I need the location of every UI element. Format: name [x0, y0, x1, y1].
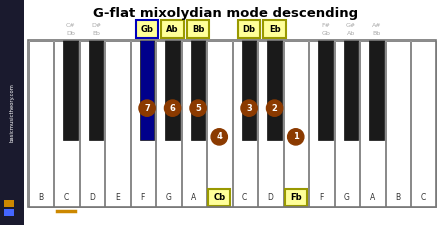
Bar	[165, 40, 180, 140]
Text: basicmusictheory.com: basicmusictheory.com	[10, 83, 15, 142]
Bar	[207, 40, 231, 207]
Bar	[385, 40, 410, 207]
Text: A: A	[370, 194, 375, 202]
Text: Db: Db	[242, 25, 256, 34]
Text: 5: 5	[195, 104, 201, 113]
Text: Fb: Fb	[290, 193, 301, 202]
Ellipse shape	[241, 100, 257, 116]
Text: G-flat mixolydian mode descending: G-flat mixolydian mode descending	[93, 7, 359, 20]
Text: Eb: Eb	[92, 31, 100, 36]
Bar	[131, 40, 155, 207]
Bar	[283, 40, 308, 207]
Bar	[187, 20, 209, 38]
Ellipse shape	[211, 129, 227, 145]
Bar	[29, 40, 53, 207]
Bar	[360, 40, 385, 207]
Text: Ab: Ab	[166, 25, 179, 34]
Text: F: F	[140, 194, 145, 202]
Text: A#: A#	[372, 23, 381, 28]
Bar	[28, 40, 436, 207]
Bar	[267, 40, 282, 140]
Text: C: C	[242, 194, 247, 202]
Text: C: C	[64, 194, 69, 202]
Bar	[89, 40, 103, 140]
Bar	[238, 20, 260, 38]
Bar	[105, 40, 129, 207]
Bar	[209, 189, 230, 206]
Bar	[369, 40, 384, 140]
Text: 1: 1	[293, 132, 299, 141]
Text: D: D	[268, 194, 273, 202]
Text: F: F	[319, 194, 323, 202]
Ellipse shape	[190, 100, 206, 116]
Bar	[242, 40, 257, 140]
Bar	[318, 40, 333, 140]
Bar	[309, 40, 334, 207]
Text: B: B	[395, 194, 400, 202]
Text: A: A	[191, 194, 196, 202]
Bar	[136, 20, 158, 38]
Text: Cb: Cb	[213, 193, 225, 202]
Text: Gb: Gb	[141, 25, 154, 34]
Bar	[139, 40, 154, 140]
Bar	[411, 40, 436, 207]
Bar	[232, 40, 257, 207]
Bar	[285, 189, 307, 206]
Bar	[80, 40, 104, 207]
Text: D: D	[89, 194, 95, 202]
Text: D#: D#	[91, 23, 101, 28]
Text: Bb: Bb	[372, 31, 381, 36]
Bar	[191, 40, 205, 140]
Text: Eb: Eb	[269, 25, 280, 34]
Bar	[4, 209, 14, 216]
Bar	[181, 40, 206, 207]
Text: Db: Db	[66, 31, 75, 36]
Ellipse shape	[288, 129, 304, 145]
Text: E: E	[115, 194, 120, 202]
Bar	[258, 40, 282, 207]
Text: 7: 7	[144, 104, 150, 113]
Bar	[0, 0, 24, 225]
Text: Gb: Gb	[321, 31, 330, 36]
Text: 2: 2	[271, 104, 278, 113]
Ellipse shape	[139, 100, 155, 116]
Bar	[63, 40, 78, 140]
Text: B: B	[38, 194, 43, 202]
Text: Ab: Ab	[347, 31, 355, 36]
Text: 6: 6	[170, 104, 176, 113]
Ellipse shape	[165, 100, 181, 116]
Bar	[264, 20, 286, 38]
Text: F#: F#	[321, 23, 330, 28]
Text: 4: 4	[216, 132, 222, 141]
Bar	[344, 40, 359, 140]
Bar	[161, 20, 184, 38]
Bar	[156, 40, 180, 207]
Bar	[334, 40, 359, 207]
Text: G#: G#	[346, 23, 356, 28]
Text: Bb: Bb	[192, 25, 204, 34]
Bar	[54, 40, 78, 207]
Text: 3: 3	[246, 104, 252, 113]
Text: G: G	[344, 194, 350, 202]
Text: C#: C#	[66, 23, 75, 28]
Bar	[4, 200, 14, 207]
Text: G: G	[165, 194, 171, 202]
Ellipse shape	[267, 100, 283, 116]
Text: C: C	[421, 194, 426, 202]
